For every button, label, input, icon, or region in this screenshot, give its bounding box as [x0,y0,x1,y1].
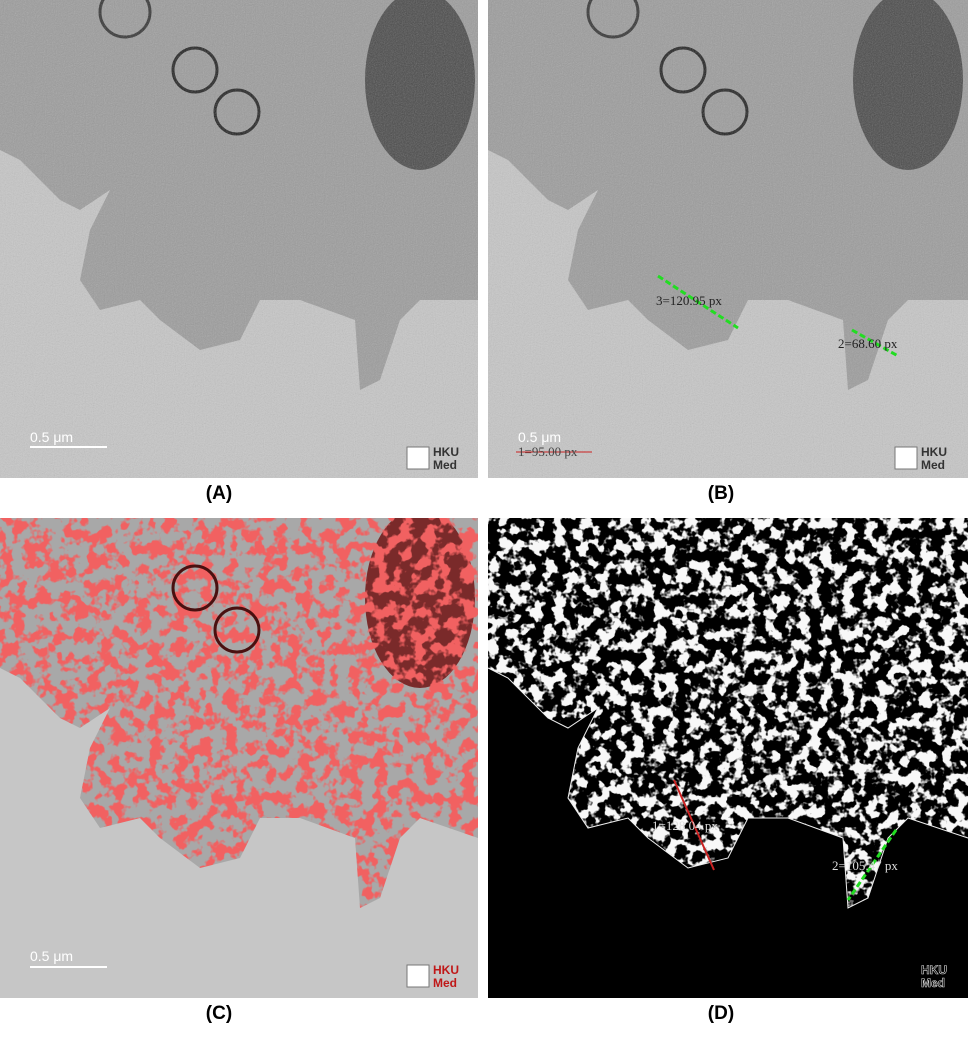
svg-text:HKU: HKU [921,963,947,977]
measurement-label-1: 1=95.00 px [518,444,578,459]
scale-bar-c: 0.5 μm [30,948,107,968]
measurement-line-2 [846,829,898,901]
panel-b-micrograph-measured: 3=120.95 px 2=68.60 px 1=95.00 px 0.5 μm… [488,0,968,478]
scale-bar-label: 0.5 μm [30,429,73,445]
measurement-label-2: 2=105.47 px [832,858,898,873]
hku-med-logo-outline: HKU Med [921,963,948,991]
caption-b: (B) [707,483,735,504]
measurement-label-2: 2=68.60 px [838,336,898,351]
hku-med-logo: HKU Med [894,445,947,472]
scale-bar-b: 0.5 μm [518,429,561,445]
svg-text:Med: Med [921,458,945,472]
panel-d-edge-map: 1=128.04 px 2=105.47 px HKU Med [488,518,968,998]
svg-text:Med: Med [433,976,457,990]
scale-bar-a: 0.5 μm [30,429,107,448]
svg-text:HKU: HKU [921,445,947,459]
panel-a-micrograph: 0.5 μm HKU Med [0,0,478,478]
panel-c-contour-overlay: 0.5 μm HKU Med [0,518,478,998]
svg-text:HKU: HKU [433,445,459,459]
caption-d: (D) [707,1003,735,1024]
svg-text:HKU: HKU [433,963,459,977]
measurement-label-3: 3=120.95 px [656,293,722,308]
svg-text:Med: Med [433,458,457,472]
scale-bar-label: 0.5 μm [518,429,561,445]
hku-med-logo: HKU Med [406,445,459,472]
caption-a: (A) [205,483,233,504]
measurement-line-1 [673,779,715,871]
scale-bar-label: 0.5 μm [30,948,73,964]
measurement-label-1: 1=128.04 px [652,818,718,833]
hku-med-logo: HKU Med [406,963,459,990]
svg-text:Med: Med [921,976,945,990]
measurement-line-3 [657,274,739,330]
caption-c: (C) [205,1003,233,1024]
